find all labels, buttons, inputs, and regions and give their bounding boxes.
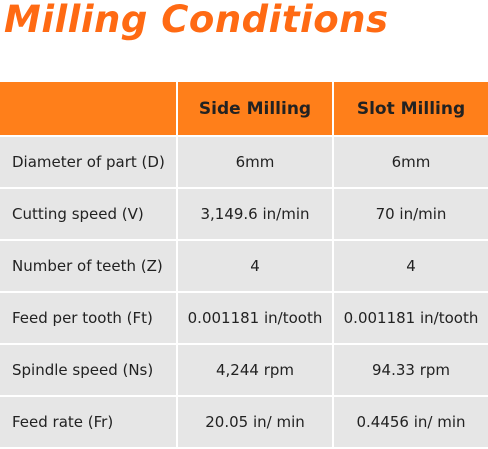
cell: 4 bbox=[176, 239, 334, 293]
table-row: Cutting speed (V) 3,149.6 in/min 70 in/min bbox=[0, 187, 488, 241]
row-label: Number of teeth (Z) bbox=[0, 239, 178, 293]
row-label: Diameter of part (D) bbox=[0, 135, 178, 189]
row-label: Spindle speed (Ns) bbox=[0, 343, 178, 397]
column-header: Slot Milling bbox=[332, 80, 488, 137]
cell: 3,149.6 in/min bbox=[176, 187, 334, 241]
table-row: Spindle speed (Ns) 4,244 rpm 94.33 rpm bbox=[0, 343, 488, 397]
cell: 0.001181 in/tooth bbox=[332, 291, 488, 345]
table-row: Diameter of part (D) 6mm 6mm bbox=[0, 135, 488, 189]
header-row: Side Milling Slot Milling bbox=[0, 80, 488, 137]
table-row: Feed rate (Fr) 20.05 in/ min 0.4456 in/ mi… bbox=[0, 395, 488, 449]
cell: 20.05 in/ min bbox=[176, 395, 334, 449]
row-label: Cutting speed (V) bbox=[0, 187, 178, 241]
cell: 6mm bbox=[332, 135, 488, 189]
row-label: Feed per tooth (Ft) bbox=[0, 291, 178, 345]
table-row: Number of teeth (Z) 4 4 bbox=[0, 239, 488, 293]
column-header: Side Milling bbox=[176, 80, 334, 137]
cell: 4 bbox=[332, 239, 488, 293]
cell: 0.001181 in/tooth bbox=[176, 291, 334, 345]
title: Milling Conditions bbox=[4, 0, 389, 41]
table-row: Feed per tooth (Ft) 0.001181 in/tooth 0.00… bbox=[0, 291, 488, 345]
cell: 94.33 rpm bbox=[332, 343, 488, 397]
header-corner bbox=[0, 80, 178, 137]
cell: 4,244 rpm bbox=[176, 343, 334, 397]
cell: 6mm bbox=[176, 135, 334, 189]
cell: 70 in/min bbox=[332, 187, 488, 241]
conditions-table: Side Milling Slot Milling Diameter of par… bbox=[0, 80, 488, 449]
cell: 0.4456 in/ min bbox=[332, 395, 488, 449]
row-label: Feed rate (Fr) bbox=[0, 395, 178, 449]
